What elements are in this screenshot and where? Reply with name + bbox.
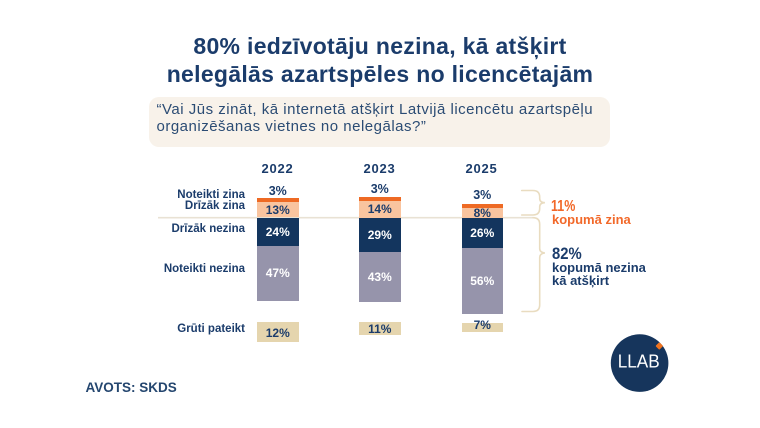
svg-text:LLAB: LLAB xyxy=(618,351,660,372)
